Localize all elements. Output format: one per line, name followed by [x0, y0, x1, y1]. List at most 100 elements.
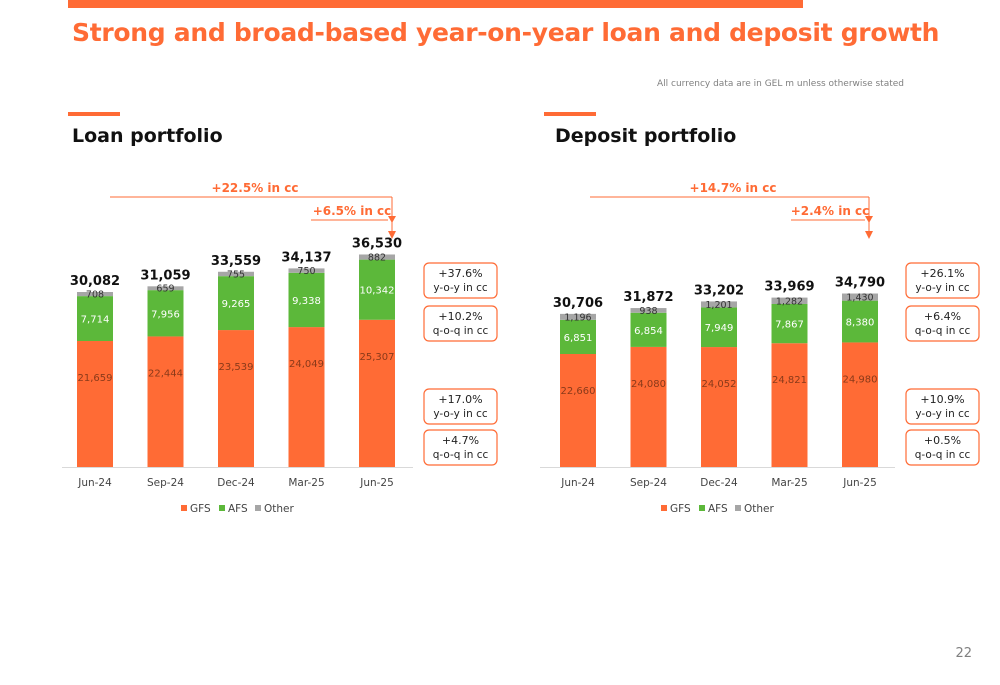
- loan-legend-swatch-gfs: [181, 505, 187, 511]
- deposit-box-afs-yoy: [905, 262, 980, 299]
- loan-bar-gfs-0: [77, 341, 113, 467]
- deposit-label-afs-2: 7,949: [705, 323, 734, 334]
- loan-bar-other-2: [218, 271, 254, 277]
- loan-label-other-0: 708: [86, 290, 104, 301]
- loan-bar-afs-1: [147, 290, 184, 337]
- deposit-bar-gfs-3: [771, 343, 808, 467]
- loan-total-4: 36,530: [352, 236, 402, 251]
- deposit-box-gfs-qoq: [905, 429, 980, 466]
- deposit-bar-afs-1: [630, 312, 667, 347]
- loan-label-other-2: 755: [227, 269, 245, 280]
- loan-bar-other-3: [288, 268, 325, 273]
- deposit-total-3: 33,969: [764, 280, 814, 295]
- deposit-total-1: 31,872: [623, 290, 673, 305]
- loan-legend-label-afs: AFS: [228, 503, 248, 515]
- loan-label-afs-3: 9,338: [292, 296, 321, 307]
- deposit-box-afs-qoq-value: +6.4%: [924, 310, 961, 323]
- loan-label-gfs-3: 24,049: [289, 359, 324, 370]
- loan-legend-swatch-other: [255, 505, 261, 511]
- loan-box-afs-yoy-sub: y-o-y in cc: [433, 282, 487, 294]
- deposit-total-2: 33,202: [694, 283, 744, 298]
- loan-box-gfs-qoq-sub: q-o-q in cc: [433, 449, 489, 461]
- deposit-bar-gfs-2: [701, 347, 737, 467]
- deposit-legend-label-afs: AFS: [708, 503, 728, 515]
- deposit-box-afs-qoq: [905, 305, 980, 342]
- deposit-total-0: 30,706: [553, 296, 603, 311]
- loan-label-afs-0: 7,714: [81, 315, 110, 326]
- deposit-arrow-head-long: [865, 231, 873, 239]
- loan-bar-gfs-3: [288, 327, 325, 467]
- loan-bar-afs-3: [288, 272, 325, 328]
- deposit-label-gfs-3: 24,821: [772, 375, 807, 386]
- deposit-bar-other-2: [701, 301, 737, 308]
- deposit-box-gfs-yoy-value: +10.9%: [920, 393, 964, 406]
- deposit-label-gfs-4: 24,980: [843, 374, 878, 385]
- deposit-tick-0: Jun-24: [560, 477, 595, 489]
- deposit-label-afs-3: 7,867: [775, 320, 804, 331]
- loan-bar-other-1: [147, 286, 184, 291]
- deposit-bar-other-4: [842, 293, 878, 301]
- loan-box-afs-yoy-value: +37.6%: [438, 267, 482, 280]
- deposit-tick-3: Mar-25: [771, 477, 807, 489]
- deposit-arrow-head-short: [865, 216, 873, 223]
- deposit-box-afs-yoy-sub: y-o-y in cc: [915, 282, 969, 294]
- loan-label-other-1: 659: [156, 284, 174, 295]
- loan-arrow-head-short: [388, 216, 396, 223]
- top-accent-bar: [68, 0, 803, 8]
- loan-box-afs-qoq-sub: q-o-q in cc: [433, 325, 489, 337]
- loan-box-gfs-yoy-value: +17.0%: [438, 393, 482, 406]
- loan-bar-gfs-4: [359, 319, 395, 467]
- deposit-section-bar: [544, 112, 596, 116]
- loan-box-gfs-qoq-value: +4.7%: [442, 434, 479, 447]
- deposit-tick-2: Dec-24: [700, 477, 738, 489]
- loan-legend-swatch-afs: [219, 505, 225, 511]
- loan-arrow-long-label: +22.5% in cc: [212, 181, 299, 195]
- loan-box-gfs-yoy-sub: y-o-y in cc: [433, 408, 487, 420]
- loan-tick-0: Jun-24: [77, 477, 112, 489]
- deposit-label-afs-4: 8,380: [846, 318, 875, 329]
- deposit-section-title: Deposit portfolio: [555, 125, 737, 147]
- deposit-arrow-short-label: +2.4% in cc: [791, 204, 870, 218]
- loan-tick-1: Sep-24: [147, 477, 184, 489]
- deposit-bar-other-1: [630, 308, 667, 313]
- deposit-bar-other-0: [560, 313, 596, 320]
- deposit-legend-swatch-other: [735, 505, 741, 511]
- loan-label-other-3: 750: [297, 266, 315, 277]
- loan-box-gfs-qoq: [423, 429, 498, 466]
- loan-arrow-head-long: [388, 231, 396, 239]
- deposit-label-other-1: 938: [639, 306, 657, 317]
- deposit-label-other-0: 1,196: [564, 312, 591, 323]
- loan-label-gfs-2: 23,539: [219, 362, 254, 373]
- loan-label-gfs-4: 25,307: [360, 352, 395, 363]
- loan-label-afs-1: 7,956: [151, 309, 180, 320]
- deposit-label-gfs-0: 22,660: [561, 386, 596, 397]
- loan-bar-gfs-1: [147, 336, 184, 467]
- loan-tick-4: Jun-25: [359, 477, 394, 489]
- loan-legend-label-gfs: GFS: [190, 503, 211, 515]
- loan-label-afs-2: 9,265: [222, 299, 251, 310]
- deposit-legend-label-other: Other: [744, 503, 774, 515]
- loan-total-3: 34,137: [281, 250, 331, 265]
- deposit-arrow-long-label: +14.7% in cc: [690, 181, 777, 195]
- loan-total-2: 33,559: [211, 254, 261, 269]
- deposit-box-afs-qoq-sub: q-o-q in cc: [915, 325, 971, 337]
- page-title: Strong and broad-based year-on-year loan…: [72, 18, 940, 47]
- deposit-tick-1: Sep-24: [630, 477, 667, 489]
- loan-bar-afs-0: [77, 296, 113, 341]
- loan-total-0: 30,082: [70, 274, 120, 289]
- loan-label-gfs-1: 22,444: [148, 368, 183, 379]
- deposit-bar-afs-3: [771, 303, 808, 344]
- deposit-legend-swatch-afs: [699, 505, 705, 511]
- deposit-box-gfs-yoy: [905, 388, 980, 425]
- deposit-bar-gfs-0: [560, 354, 596, 467]
- loan-bar-afs-4: [359, 259, 395, 320]
- loan-box-gfs-yoy: [423, 388, 498, 425]
- deposit-box-gfs-qoq-sub: q-o-q in cc: [915, 449, 971, 461]
- deposit-box-gfs-yoy-sub: y-o-y in cc: [915, 408, 969, 420]
- loan-tick-3: Mar-25: [288, 477, 324, 489]
- loan-box-afs-qoq-value: +10.2%: [438, 310, 482, 323]
- deposit-total-4: 34,790: [835, 276, 885, 291]
- loan-label-gfs-0: 21,659: [78, 373, 113, 384]
- currency-note: All currency data are in GEL m unless ot…: [657, 79, 904, 89]
